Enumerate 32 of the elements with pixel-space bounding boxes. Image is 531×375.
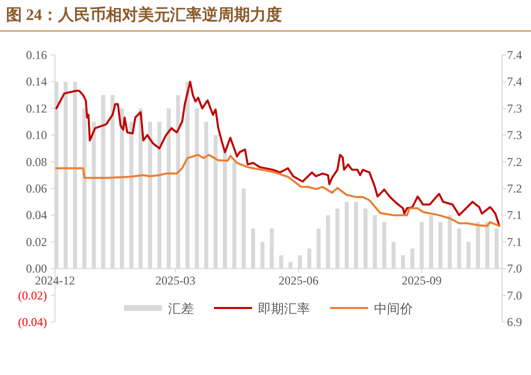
y2-tick-label: 7.3	[507, 128, 522, 142]
y2-tick-label: 7.1	[507, 208, 522, 222]
line-series	[55, 80, 500, 227]
y2-tick-label: 7.2	[507, 182, 522, 196]
y-tick-label: (0.04)	[18, 315, 47, 329]
y-tick-label: 0.16	[26, 48, 47, 62]
y2-tick-label: 7.1	[507, 234, 522, 249]
y-tick-label: 0.14	[26, 74, 47, 89]
x-tick-label: 2025-09	[402, 274, 442, 288]
y2-tick-label: 7.3	[507, 101, 522, 116]
y-tick-label: 0.12	[26, 101, 47, 116]
line-series	[55, 154, 500, 227]
x-tick-label: 2025-03	[155, 274, 196, 288]
y2-tick-label: 7.0	[507, 288, 522, 302]
legend-label: 即期汇率	[258, 301, 310, 316]
y-tick-label: 0.04	[26, 208, 47, 222]
legend-label: 汇差	[168, 301, 194, 316]
y-tick-label: 0.10	[26, 128, 47, 142]
y-tick-label: 0.00	[26, 262, 47, 276]
y-tick-label: 0.02	[26, 234, 47, 249]
y2-tick-label: 7.0	[507, 262, 522, 276]
x-tick-label: 2025-06	[278, 274, 319, 288]
x-tick-label: 2024-12	[35, 274, 75, 288]
y2-tick-label: 7.4	[507, 74, 522, 89]
legend-label: 中间价	[374, 301, 413, 316]
y-tick-label: 0.06	[26, 182, 47, 196]
y-tick-label: 0.08	[26, 154, 47, 169]
y2-tick-label: 7.2	[507, 154, 522, 169]
y2-tick-label: 7.4	[507, 48, 522, 62]
chart-title: 图 24：人民币相对美元汇率逆周期力度	[6, 5, 282, 24]
y-tick-label: (0.02)	[18, 288, 47, 302]
y2-tick-label: 6.9	[507, 315, 522, 329]
